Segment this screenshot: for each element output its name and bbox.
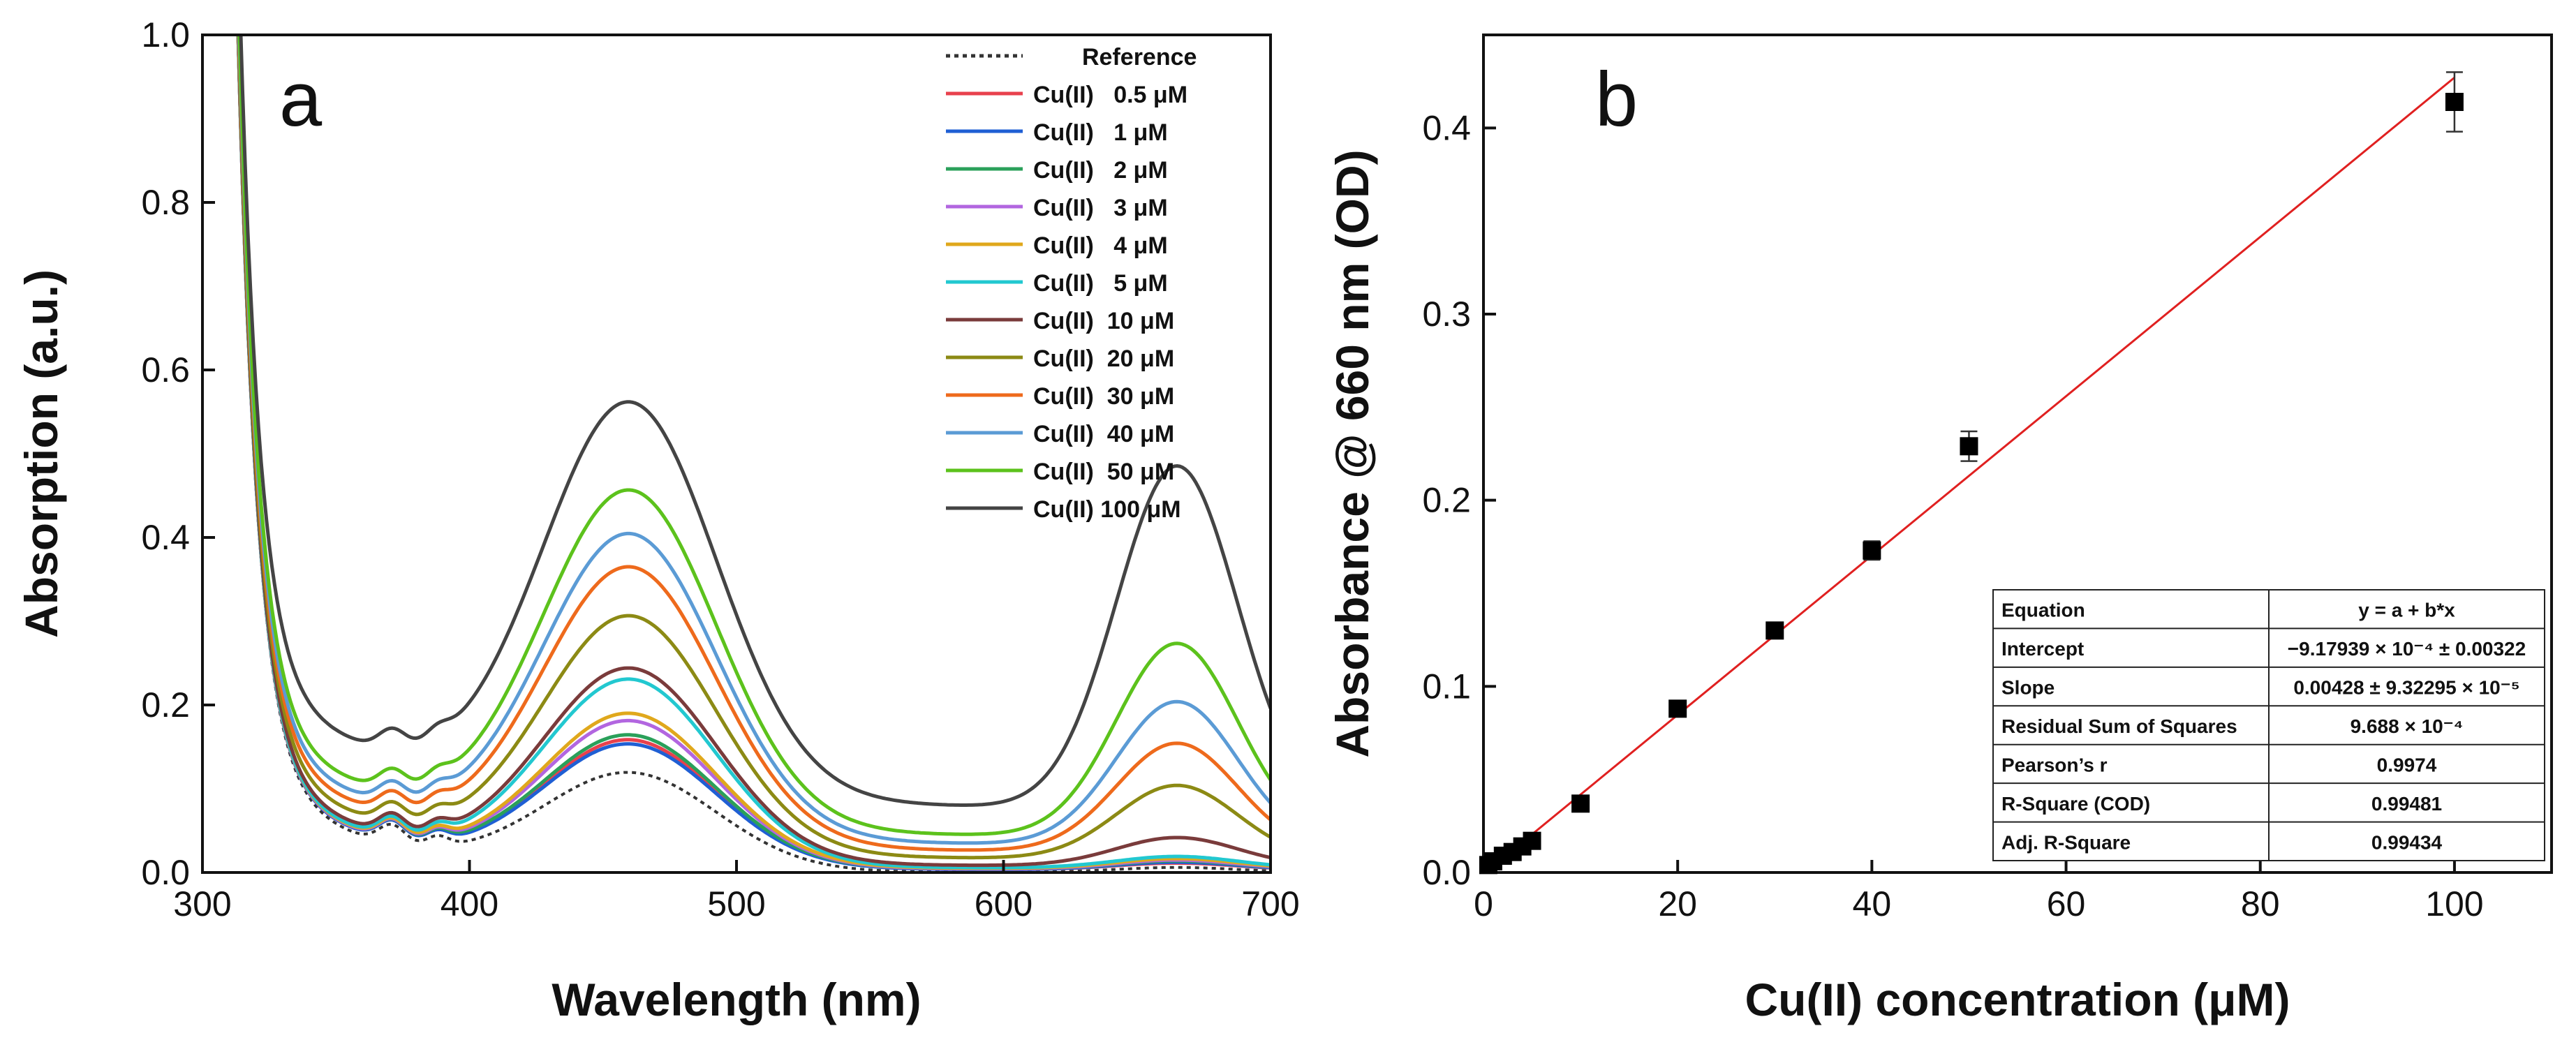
a-legend-label: Cu(II) 50 μM	[1033, 459, 1174, 485]
panel-b-points	[1479, 71, 2464, 875]
panel-a-legend: Reference Cu(II) 0.5 μM Cu(II) 1 μM Cu(II) …	[946, 44, 1197, 523]
panel-a-xlabel: Wavelength (nm)	[552, 974, 921, 1025]
a-xtick-label: 700	[1241, 884, 1299, 923]
b-ytick-label: 0.0	[1422, 853, 1471, 892]
b-data-point	[1571, 794, 1590, 813]
a-xtick-label: 400	[441, 884, 498, 923]
a-legend-label: Cu(II) 20 μM	[1033, 346, 1174, 372]
b-xtick-label: 0	[1474, 884, 1493, 923]
a-legend-label: Cu(II) 4 μM	[1033, 232, 1168, 259]
b-table-value: 0.99434	[2371, 831, 2443, 853]
panel-b-fit-line	[1488, 76, 2455, 871]
b-ytick-label: 0.3	[1422, 295, 1471, 334]
b-table-label: Residual Sum of Squares	[2001, 715, 2237, 737]
a-legend-label: Reference	[1082, 44, 1197, 70]
b-data-point	[2445, 93, 2464, 111]
panel-a-ticks: 300 400 500 600 700 0.0 0.2 0.4 0.6 0.8 1.0	[141, 15, 1299, 923]
a-series-line	[237, 35, 1271, 845]
panel-b: 0 20 40 60 80 100 0.0 0.1 0.2 0.3 0.4 b Equation y …	[1326, 34, 2553, 1025]
a-legend-label: Cu(II) 100 μM	[1033, 496, 1181, 523]
b-table-value: −9.17939 × 10⁻⁴ ± 0.00322	[2288, 638, 2526, 660]
a-series-line	[236, 35, 1271, 868]
a-xtick-label: 500	[707, 884, 765, 923]
b-table-value: 9.688 × 10⁻⁴	[2351, 715, 2464, 737]
a-series-line	[236, 35, 1271, 872]
b-table-value: y = a + b*x	[2358, 600, 2455, 621]
a-xtick-label: 600	[975, 884, 1032, 923]
a-legend-label: Cu(II) 40 μM	[1033, 421, 1174, 447]
a-series-line	[237, 35, 1271, 860]
a-ytick-label: 0.6	[141, 350, 190, 389]
a-legend-label: Cu(II) 3 μM	[1033, 195, 1168, 221]
panel-b-ylabel: Absorbance @ 660 nm (OD)	[1326, 149, 1378, 757]
b-table-label: R-Square (COD)	[2001, 793, 2150, 815]
b-table-label: Adj. R-Square	[2001, 831, 2131, 853]
b-table-label: Pearson’s r	[2001, 754, 2108, 775]
b-xtick-label: 20	[1658, 884, 1697, 923]
a-series-line	[236, 35, 1271, 870]
a-ytick-label: 0.0	[141, 853, 190, 892]
panel-b-stats-table: Equation y = a + b*x Intercept −9.17939 × 1…	[1992, 589, 2545, 861]
a-ytick-label: 0.2	[141, 685, 190, 725]
b-table-label: Intercept	[2001, 638, 2084, 660]
a-ytick-label: 0.8	[141, 183, 190, 222]
b-data-point	[1863, 541, 1881, 560]
b-xtick-label: 60	[2047, 884, 2086, 923]
panel-a-curves	[236, 35, 1271, 872]
b-data-point	[1668, 699, 1687, 718]
a-legend-label: Cu(II) 5 μM	[1033, 270, 1168, 297]
a-legend-label: Cu(II) 1 μM	[1033, 119, 1168, 146]
a-series-line	[239, 35, 1271, 807]
a-legend-label: Cu(II) 2 μM	[1033, 157, 1168, 184]
a-ytick-label: 0.4	[141, 518, 190, 557]
b-table-value: 0.99481	[2371, 793, 2442, 815]
b-data-point	[1960, 437, 1978, 456]
b-ytick-label: 0.4	[1422, 108, 1471, 147]
a-legend-label: Cu(II) 0.5 μM	[1033, 82, 1187, 108]
panel-b-frame	[1482, 34, 2553, 874]
b-table-label: Slope	[2001, 677, 2055, 699]
b-table-value: 0.9974	[2377, 754, 2437, 775]
b-table-value: 0.00428 ± 9.32295 × 10⁻⁵	[2293, 677, 2519, 699]
panel-b-ticks: 0 20 40 60 80 100 0.0 0.1 0.2 0.3 0.4	[1422, 108, 2483, 923]
a-series-line	[237, 35, 1271, 852]
panel-b-letter: b	[1595, 57, 1638, 142]
panel-a-ylabel: Absorption (a.u.)	[15, 269, 67, 638]
a-legend-label: Cu(II) 10 μM	[1033, 308, 1174, 334]
b-table-label: Equation	[2001, 600, 2085, 621]
panel-a: 300 400 500 600 700 0.0 0.2 0.4 0.6 0.8 1.0 a Refe…	[15, 15, 1300, 1025]
a-xtick-label: 300	[173, 884, 231, 923]
b-data-point	[1523, 831, 1541, 850]
b-xtick-label: 40	[1853, 884, 1892, 923]
b-ytick-label: 0.1	[1422, 667, 1471, 706]
panel-a-letter: a	[279, 57, 323, 142]
b-xtick-label: 100	[2425, 884, 2483, 923]
b-data-point	[1766, 621, 1784, 640]
b-xtick-label: 80	[2241, 884, 2280, 923]
panel-b-xlabel: Cu(II) concentration (μM)	[1745, 974, 2290, 1025]
a-ytick-label: 1.0	[141, 15, 190, 54]
a-legend-label: Cu(II) 30 μM	[1033, 383, 1174, 410]
b-ytick-label: 0.2	[1422, 481, 1471, 520]
a-series-line	[237, 35, 1271, 836]
